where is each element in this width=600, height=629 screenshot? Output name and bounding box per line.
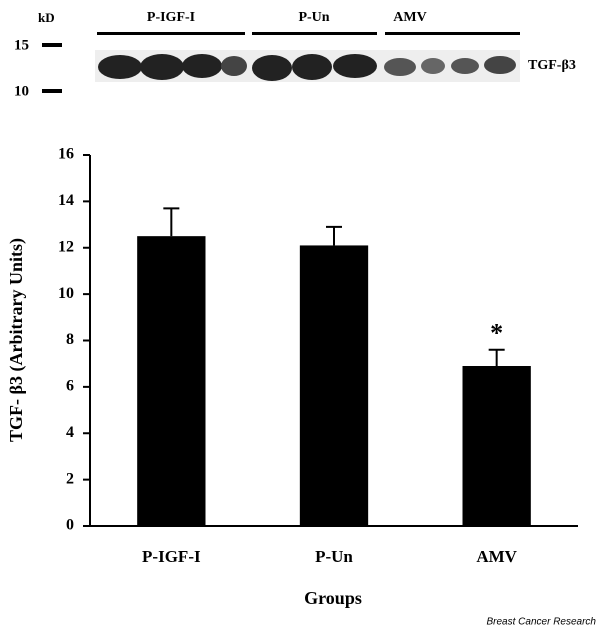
lane-line <box>385 32 520 35</box>
lane-line <box>252 32 377 35</box>
bar <box>462 366 531 526</box>
y-tick-label: 0 <box>66 517 74 534</box>
bar <box>137 236 206 526</box>
y-tick-label: 14 <box>58 192 74 209</box>
x-axis-label: Groups <box>304 588 362 608</box>
marker-dash <box>42 43 62 47</box>
marker-label: 10 <box>14 83 29 99</box>
band <box>98 55 142 79</box>
y-tick-label: 8 <box>66 331 74 348</box>
kd-label: kD <box>38 10 55 25</box>
band <box>182 54 222 78</box>
annotation: * <box>490 319 503 348</box>
band <box>292 54 332 80</box>
band <box>384 58 416 76</box>
y-tick-label: 2 <box>66 470 74 487</box>
marker-dash <box>42 89 62 93</box>
band <box>221 56 247 76</box>
band <box>252 55 292 81</box>
band <box>140 54 184 80</box>
lane-label: P-IGF-I <box>147 10 195 25</box>
band <box>333 54 377 78</box>
band <box>451 58 479 74</box>
blot: kD 15 10 P-IGF-I P-Un AMV TGF-β3 <box>14 10 576 99</box>
x-tick-label: P-IGF-I <box>142 547 201 566</box>
lane-line <box>97 32 245 35</box>
x-tick-label: AMV <box>476 547 517 566</box>
source: Breast Cancer Research <box>487 617 597 628</box>
band <box>484 56 516 74</box>
marker-label: 15 <box>14 37 29 53</box>
x-tick-label: P-Un <box>315 547 353 566</box>
lane-label: P-Un <box>298 10 329 25</box>
y-tick-label: 6 <box>66 378 74 395</box>
protein-label: TGF-β3 <box>528 58 576 73</box>
lane-label: AMV <box>393 10 426 25</box>
y-tick-label: 4 <box>66 424 74 441</box>
y-tick-label: 16 <box>58 146 74 163</box>
bar <box>299 245 369 526</box>
y-tick-label: 10 <box>58 285 74 302</box>
band <box>421 58 445 74</box>
y-axis-label: TGF- β3 (Arbitrary Units) <box>6 238 27 442</box>
bands <box>98 54 516 81</box>
y-tick-label: 12 <box>58 238 74 255</box>
